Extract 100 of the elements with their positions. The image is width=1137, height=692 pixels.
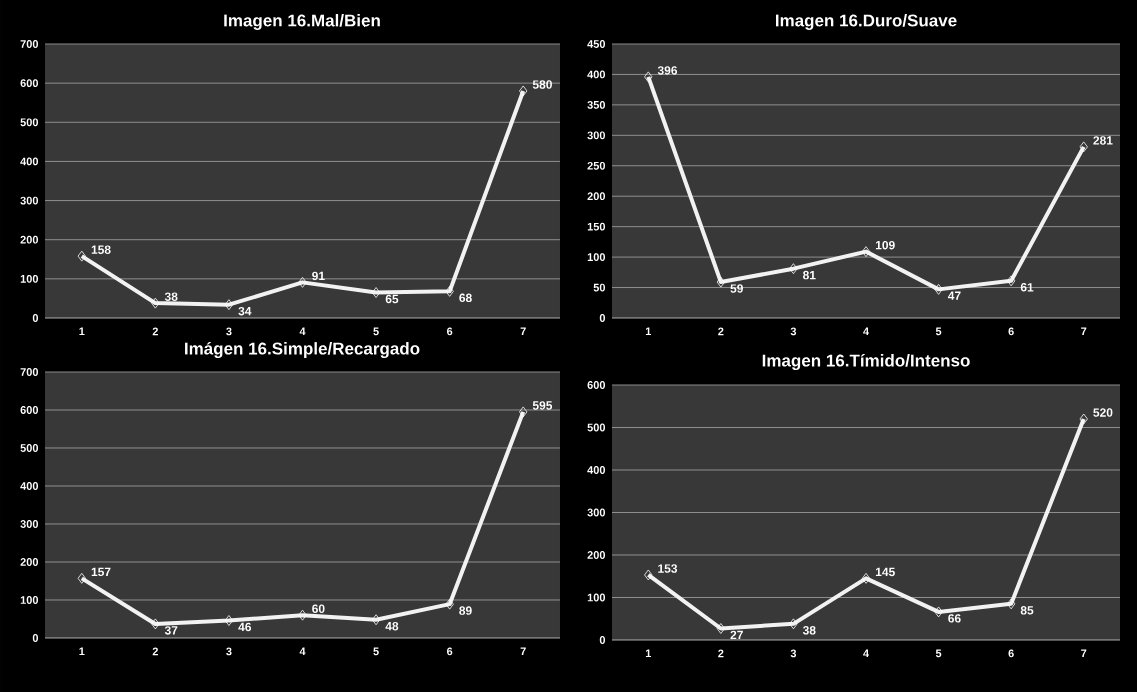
chart-title: Imágen 16.Simple/Recargado [185,341,420,359]
data-label: 59 [730,284,743,293]
x-tick-label: 2 [718,327,724,336]
data-label: 396 [657,66,678,75]
data-label: 61 [1020,283,1034,292]
data-label: 66 [948,614,961,623]
x-tick-label: 1 [79,647,85,656]
x-tick-label: 3 [790,327,797,336]
data-label: 89 [459,606,472,615]
y-tick-label: 200 [20,235,39,244]
chart-title: Imagen 16.Duro/Suave [775,14,957,30]
x-tick-label: 6 [446,327,453,336]
x-tick-label: 1 [645,327,652,336]
point [371,287,381,298]
y-tick-label: 0 [599,314,606,322]
point [224,299,234,311]
y-tick-label: 100 [587,253,606,261]
x-tick-label: 2 [718,649,724,658]
x-tick-label: 6 [1008,327,1014,336]
y-tick-label: 500 [20,118,39,127]
point [519,85,528,97]
x-tick-label: 3 [790,649,797,658]
y-tick-label: 100 [20,596,39,604]
y-tick-label: 400 [20,157,39,166]
point [716,623,726,634]
x-tick-label: 2 [152,647,158,656]
x-tick-label: 5 [935,327,942,336]
point [1079,413,1088,425]
data-label: 153 [658,564,678,573]
point [1007,598,1016,610]
y-tick-label: 700 [20,368,39,376]
y-tick-label: 150 [587,222,606,231]
data-label: 85 [1020,606,1034,615]
point [861,246,871,258]
point [644,569,653,581]
data-label: 38 [164,292,178,301]
point [789,618,798,630]
x-tick-label: 4 [299,647,306,656]
y-tick-label: 0 [599,636,606,644]
data-label: 595 [532,401,553,410]
point [151,618,160,630]
x-tick-label: 7 [1081,649,1087,658]
point [445,598,454,610]
point [789,263,798,275]
data-label: 48 [385,621,399,631]
x-tick-label: 4 [863,649,869,658]
x-tick-label: 2 [152,327,158,336]
x-tick-label: 7 [1081,327,1087,336]
x-tick-label: 4 [863,327,869,336]
y-tick-label: 500 [587,423,606,432]
y-tick-label: 400 [20,482,39,490]
x-tick-label: 5 [373,327,379,336]
point [371,614,381,626]
point [77,572,86,584]
x-tick-label: 3 [226,647,232,656]
data-label: 520 [1093,408,1113,417]
data-label: 158 [91,245,111,254]
data-label: 47 [947,291,961,300]
y-tick-label: 600 [20,406,39,414]
y-tick-label: 250 [587,161,606,170]
y-tick-label: 300 [587,508,606,517]
point [77,250,86,262]
point [716,276,726,288]
x-tick-label: 3 [226,327,232,336]
point [298,276,307,288]
data-label: 145 [875,567,895,577]
chart-title: Imagen 16.Tímido/Intenso [762,353,970,371]
x-tick-label: 7 [520,327,526,336]
data-label: 34 [238,306,252,316]
y-tick-label: 500 [20,444,39,452]
y-tick-label: 300 [20,196,39,205]
y-tick-label: 50 [593,283,606,292]
y-tick-label: 350 [587,100,606,109]
data-label: 60 [312,604,325,613]
x-tick-label: 5 [373,647,379,656]
point [644,71,653,83]
chart-title: Imagen 16.Mal/Bien [224,14,380,30]
data-label: 46 [238,622,252,632]
data-label: 27 [730,630,743,640]
point [298,609,307,621]
point [224,615,234,626]
point [861,572,871,584]
point [445,285,454,297]
y-tick-label: 0 [32,314,39,322]
x-tick-label: 5 [935,649,942,658]
y-tick-label: 300 [20,520,39,528]
y-tick-label: 100 [20,274,39,283]
point [151,297,160,309]
x-tick-label: 6 [446,647,453,656]
data-label: 580 [532,80,552,89]
y-tick-label: 600 [20,79,39,88]
data-label: 81 [803,270,816,280]
data-label: 65 [385,294,399,304]
y-tick-label: 200 [587,192,606,201]
x-tick-label: 4 [299,327,306,336]
point [1079,141,1088,153]
y-tick-label: 300 [587,131,606,140]
data-label: 157 [91,567,111,577]
x-tick-label: 1 [645,649,652,658]
point [934,283,943,295]
